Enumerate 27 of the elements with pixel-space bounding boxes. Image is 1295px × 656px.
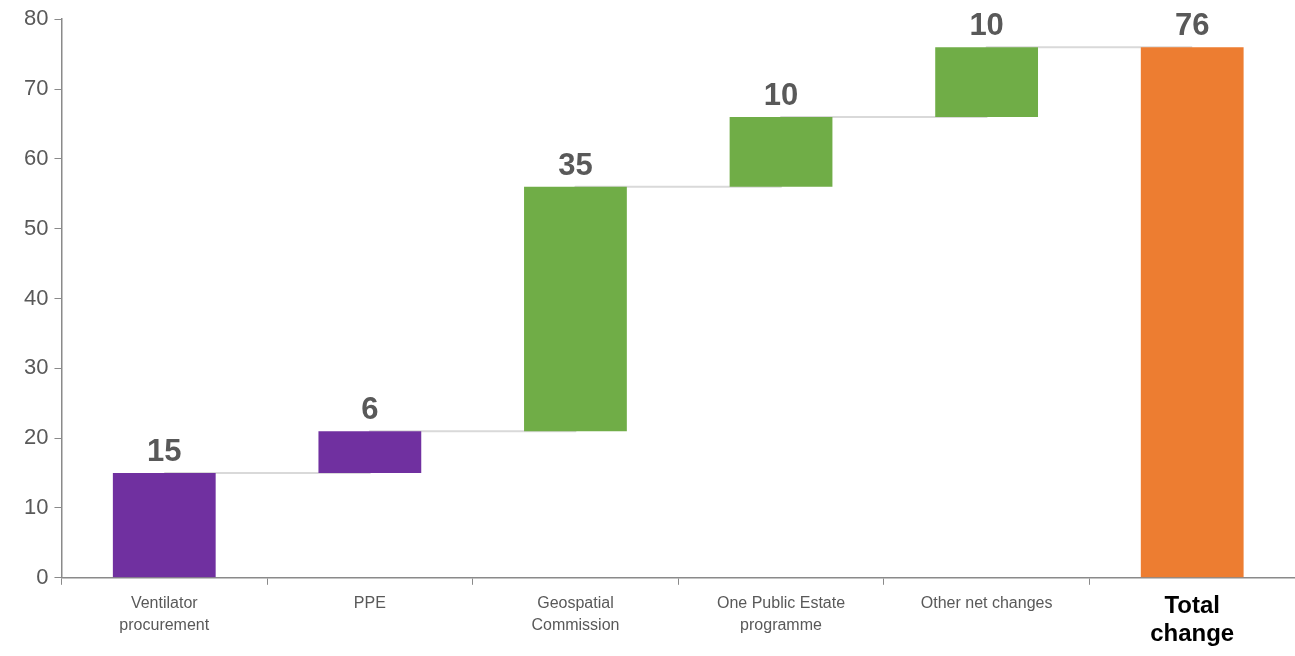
y-tick-label: 0 xyxy=(36,563,49,589)
bar xyxy=(729,116,833,187)
x-tick-label: Total change xyxy=(1150,591,1235,646)
y-tick-label: 50 xyxy=(23,214,49,240)
y-tick-label: 20 xyxy=(23,424,49,450)
x-tick-label: PPE xyxy=(353,594,386,612)
bar xyxy=(112,473,216,578)
data-label: 10 xyxy=(763,77,799,112)
x-tick-label: Other net changes xyxy=(920,594,1053,612)
x-tick-label: One Public Estate programme xyxy=(716,594,846,633)
data-label: 76 xyxy=(1174,7,1210,43)
bar xyxy=(524,186,627,432)
bar xyxy=(318,431,422,474)
y-tick-label: 30 xyxy=(23,354,49,380)
data-label: 35 xyxy=(558,146,593,182)
x-tick-label: Ventilator procurement xyxy=(119,594,210,633)
y-tick-label: 70 xyxy=(23,75,49,101)
data-label: 15 xyxy=(147,433,182,469)
x-tick-label: Geospatial Commission xyxy=(531,594,620,633)
y-tick-label: 10 xyxy=(23,494,49,520)
bar xyxy=(935,47,1039,117)
y-tick-label: 40 xyxy=(23,284,49,310)
bar xyxy=(1140,47,1244,578)
data-label: 10 xyxy=(969,7,1004,43)
data-label: 6 xyxy=(361,391,379,427)
y-tick-label: 80 xyxy=(23,5,49,31)
y-tick-label: 60 xyxy=(23,144,49,170)
